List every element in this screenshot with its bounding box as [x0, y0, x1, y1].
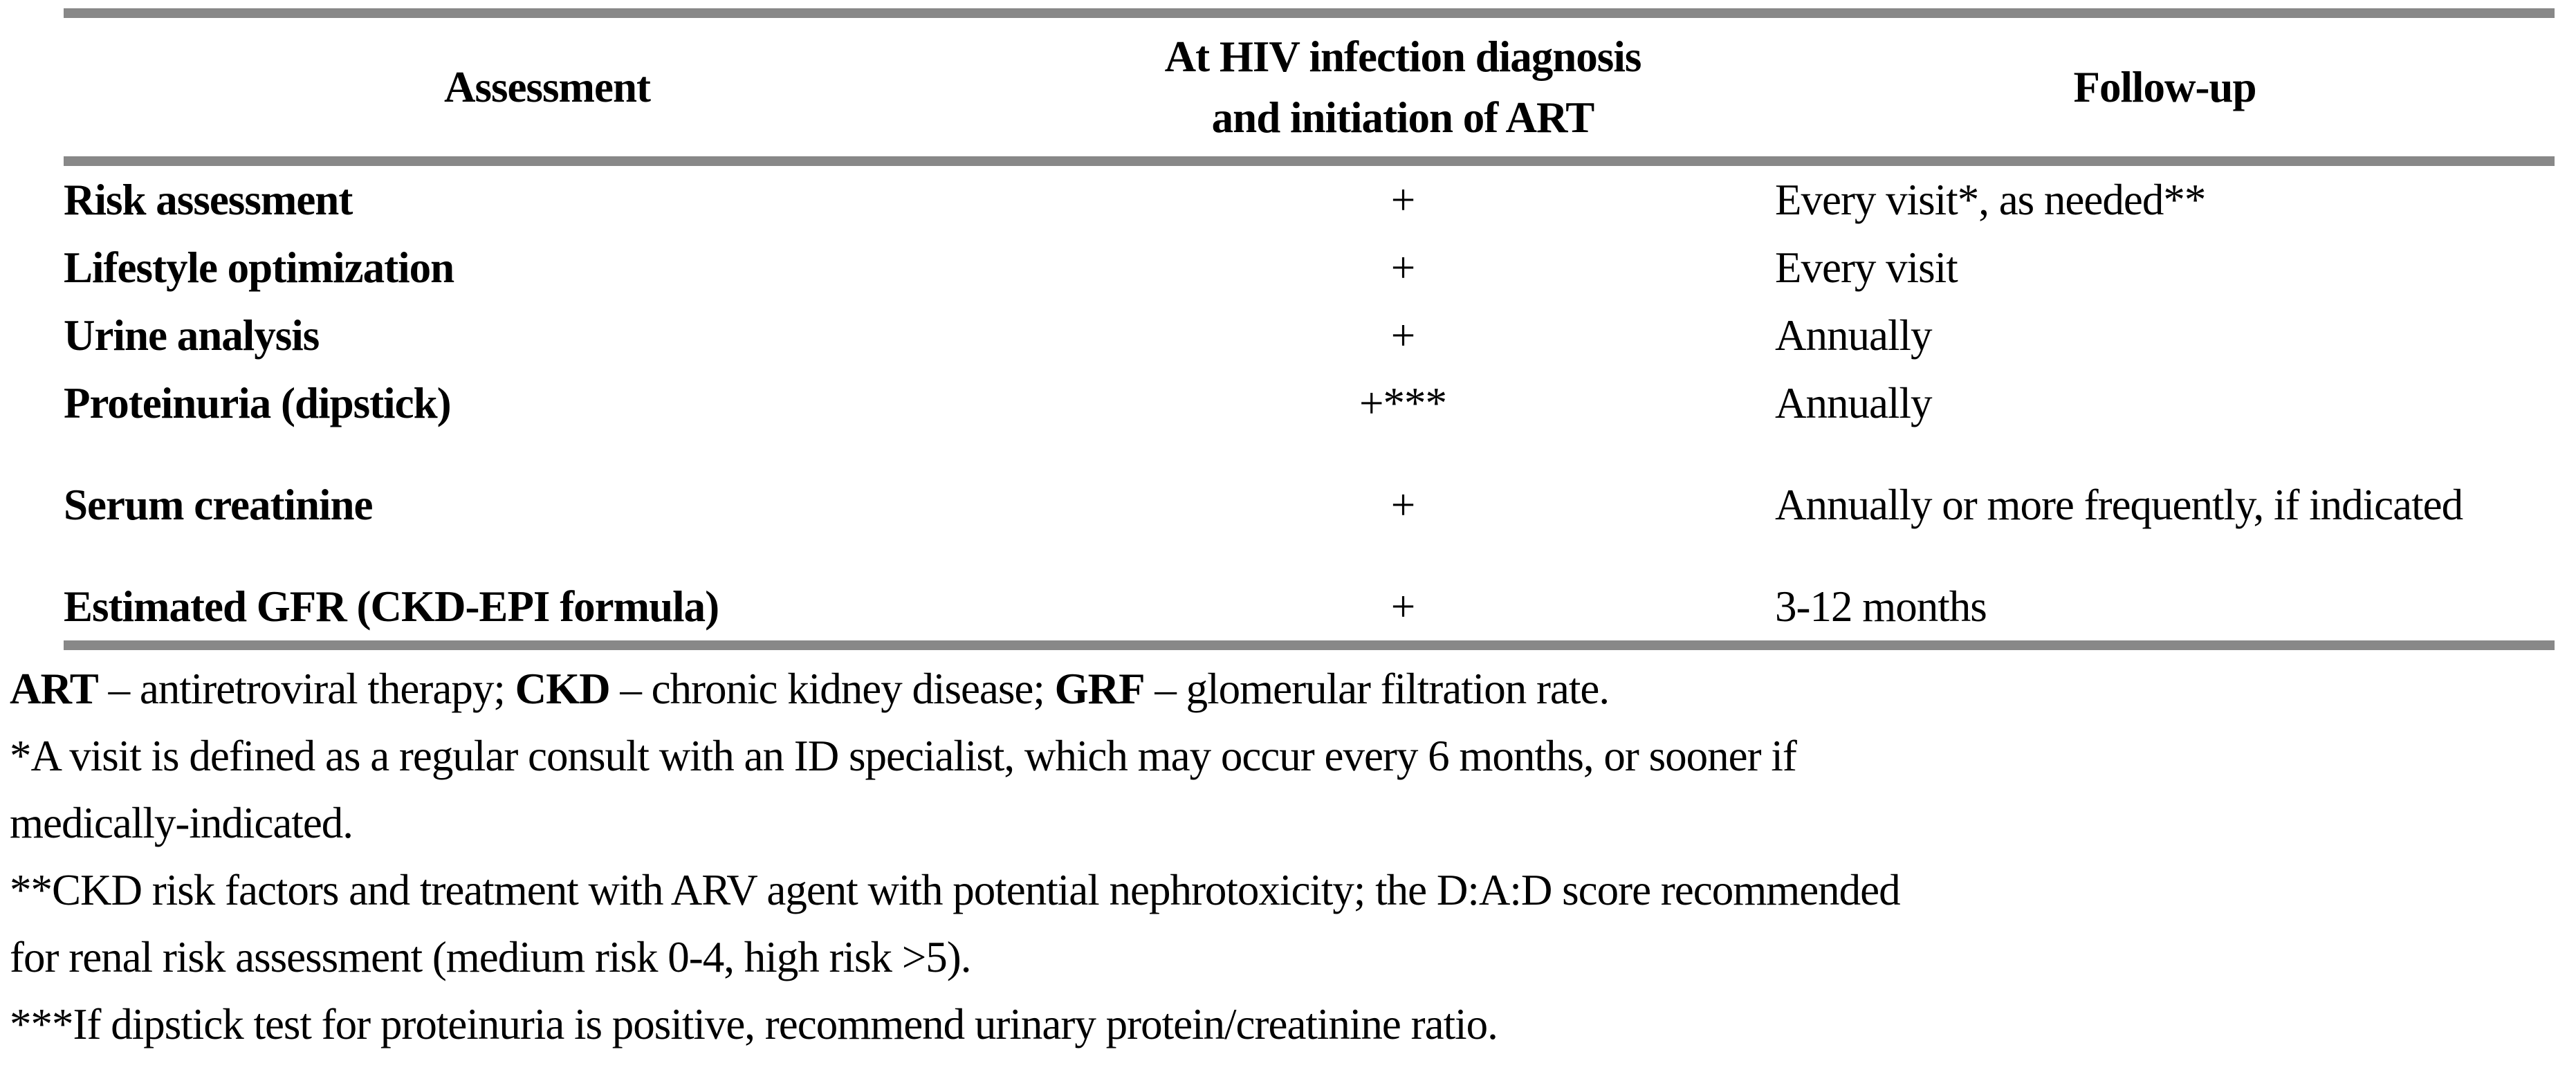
table-row-proteinuria: Proteinuria (dipstick) +*** Annually	[64, 369, 2555, 437]
table-row-serum-creatinine: Serum creatinine + Annually or more freq…	[64, 437, 2555, 573]
cell-follow-up: Annually	[1775, 311, 1932, 360]
abbrev-grf-definition: – glomerular filtration rate.	[1144, 665, 1610, 713]
cell-follow-up: Every visit	[1775, 243, 1958, 292]
table-row-risk-assessment: Risk assessment + Every visit*, as neede…	[64, 161, 2555, 234]
table-row-urine-analysis: Urine analysis + Annually	[64, 302, 2555, 369]
monitoring-schedule-table: Assessment At HIV infection diagnosis an…	[64, 8, 2555, 650]
header-cell-assessment: Assessment	[64, 13, 1031, 166]
cell-at-diagnosis: +***	[1359, 379, 1447, 427]
cell-at-diagnosis: +	[1390, 481, 1416, 529]
footnote-visit-definition-line1: *A visit is defined as a regular consult…	[10, 732, 1797, 780]
footnote-ckd-risk-line1: **CKD risk factors and treatment with AR…	[10, 866, 1901, 914]
cell-follow-up: Every visit*, as needed**	[1775, 176, 2206, 224]
cell-assessment: Estimated GFR (CKD-EPI formula)	[64, 582, 719, 631]
table-row-estimated-gfr: Estimated GFR (CKD-EPI formula) + 3-12 m…	[64, 573, 2555, 645]
header-cell-at-diagnosis: At HIV infection diagnosis and initiatio…	[1031, 13, 1775, 166]
header-at-diagnosis-line1: At HIV infection diagnosis	[1164, 33, 1642, 81]
cell-at-diagnosis: +	[1390, 311, 1416, 360]
cell-follow-up: Annually or more frequently, if indicate…	[1775, 481, 2463, 529]
cell-at-diagnosis: +	[1390, 582, 1416, 631]
abbrev-ckd: CKD	[515, 665, 611, 713]
cell-assessment: Proteinuria (dipstick)	[64, 379, 452, 427]
header-cell-follow-up: Follow-up	[1775, 13, 2555, 166]
cell-at-diagnosis: +	[1390, 243, 1416, 292]
footnote-ckd-risk-line2: for renal risk assessment (medium risk 0…	[10, 933, 972, 981]
footnote-visit-definition-line2: medically-indicated.	[10, 799, 353, 847]
abbrev-ckd-definition: – chronic kidney disease;	[609, 665, 1055, 713]
table-row-lifestyle-optimization: Lifestyle optimization + Every visit	[64, 234, 2555, 302]
cell-assessment: Lifestyle optimization	[64, 243, 454, 292]
header-assessment-label: Assessment	[444, 63, 651, 111]
cell-assessment: Risk assessment	[64, 176, 353, 224]
cell-at-diagnosis: +	[1390, 176, 1416, 224]
header-follow-up-label: Follow-up	[2073, 63, 2256, 111]
abbrev-art-definition: – antiretroviral therapy;	[98, 665, 515, 713]
header-at-diagnosis-line2: and initiation of ART	[1211, 93, 1595, 142]
footnote-abbreviations: ART – antiretroviral therapy; CKD – chro…	[10, 656, 1900, 723]
footnotes-block: ART – antiretroviral therapy; CKD – chro…	[10, 656, 1901, 1058]
abbrev-grf: GRF	[1054, 665, 1146, 713]
cell-assessment: Urine analysis	[64, 311, 320, 360]
footnote-dipstick: ***If dipstick test for proteinuria is p…	[10, 1000, 1498, 1048]
cell-assessment: Serum creatinine	[64, 481, 374, 529]
cell-follow-up: 3-12 months	[1775, 582, 1987, 631]
table-header-row: Assessment At HIV infection diagnosis an…	[64, 13, 2555, 166]
abbrev-art: ART	[10, 665, 99, 713]
cell-follow-up: Annually	[1775, 379, 1932, 427]
